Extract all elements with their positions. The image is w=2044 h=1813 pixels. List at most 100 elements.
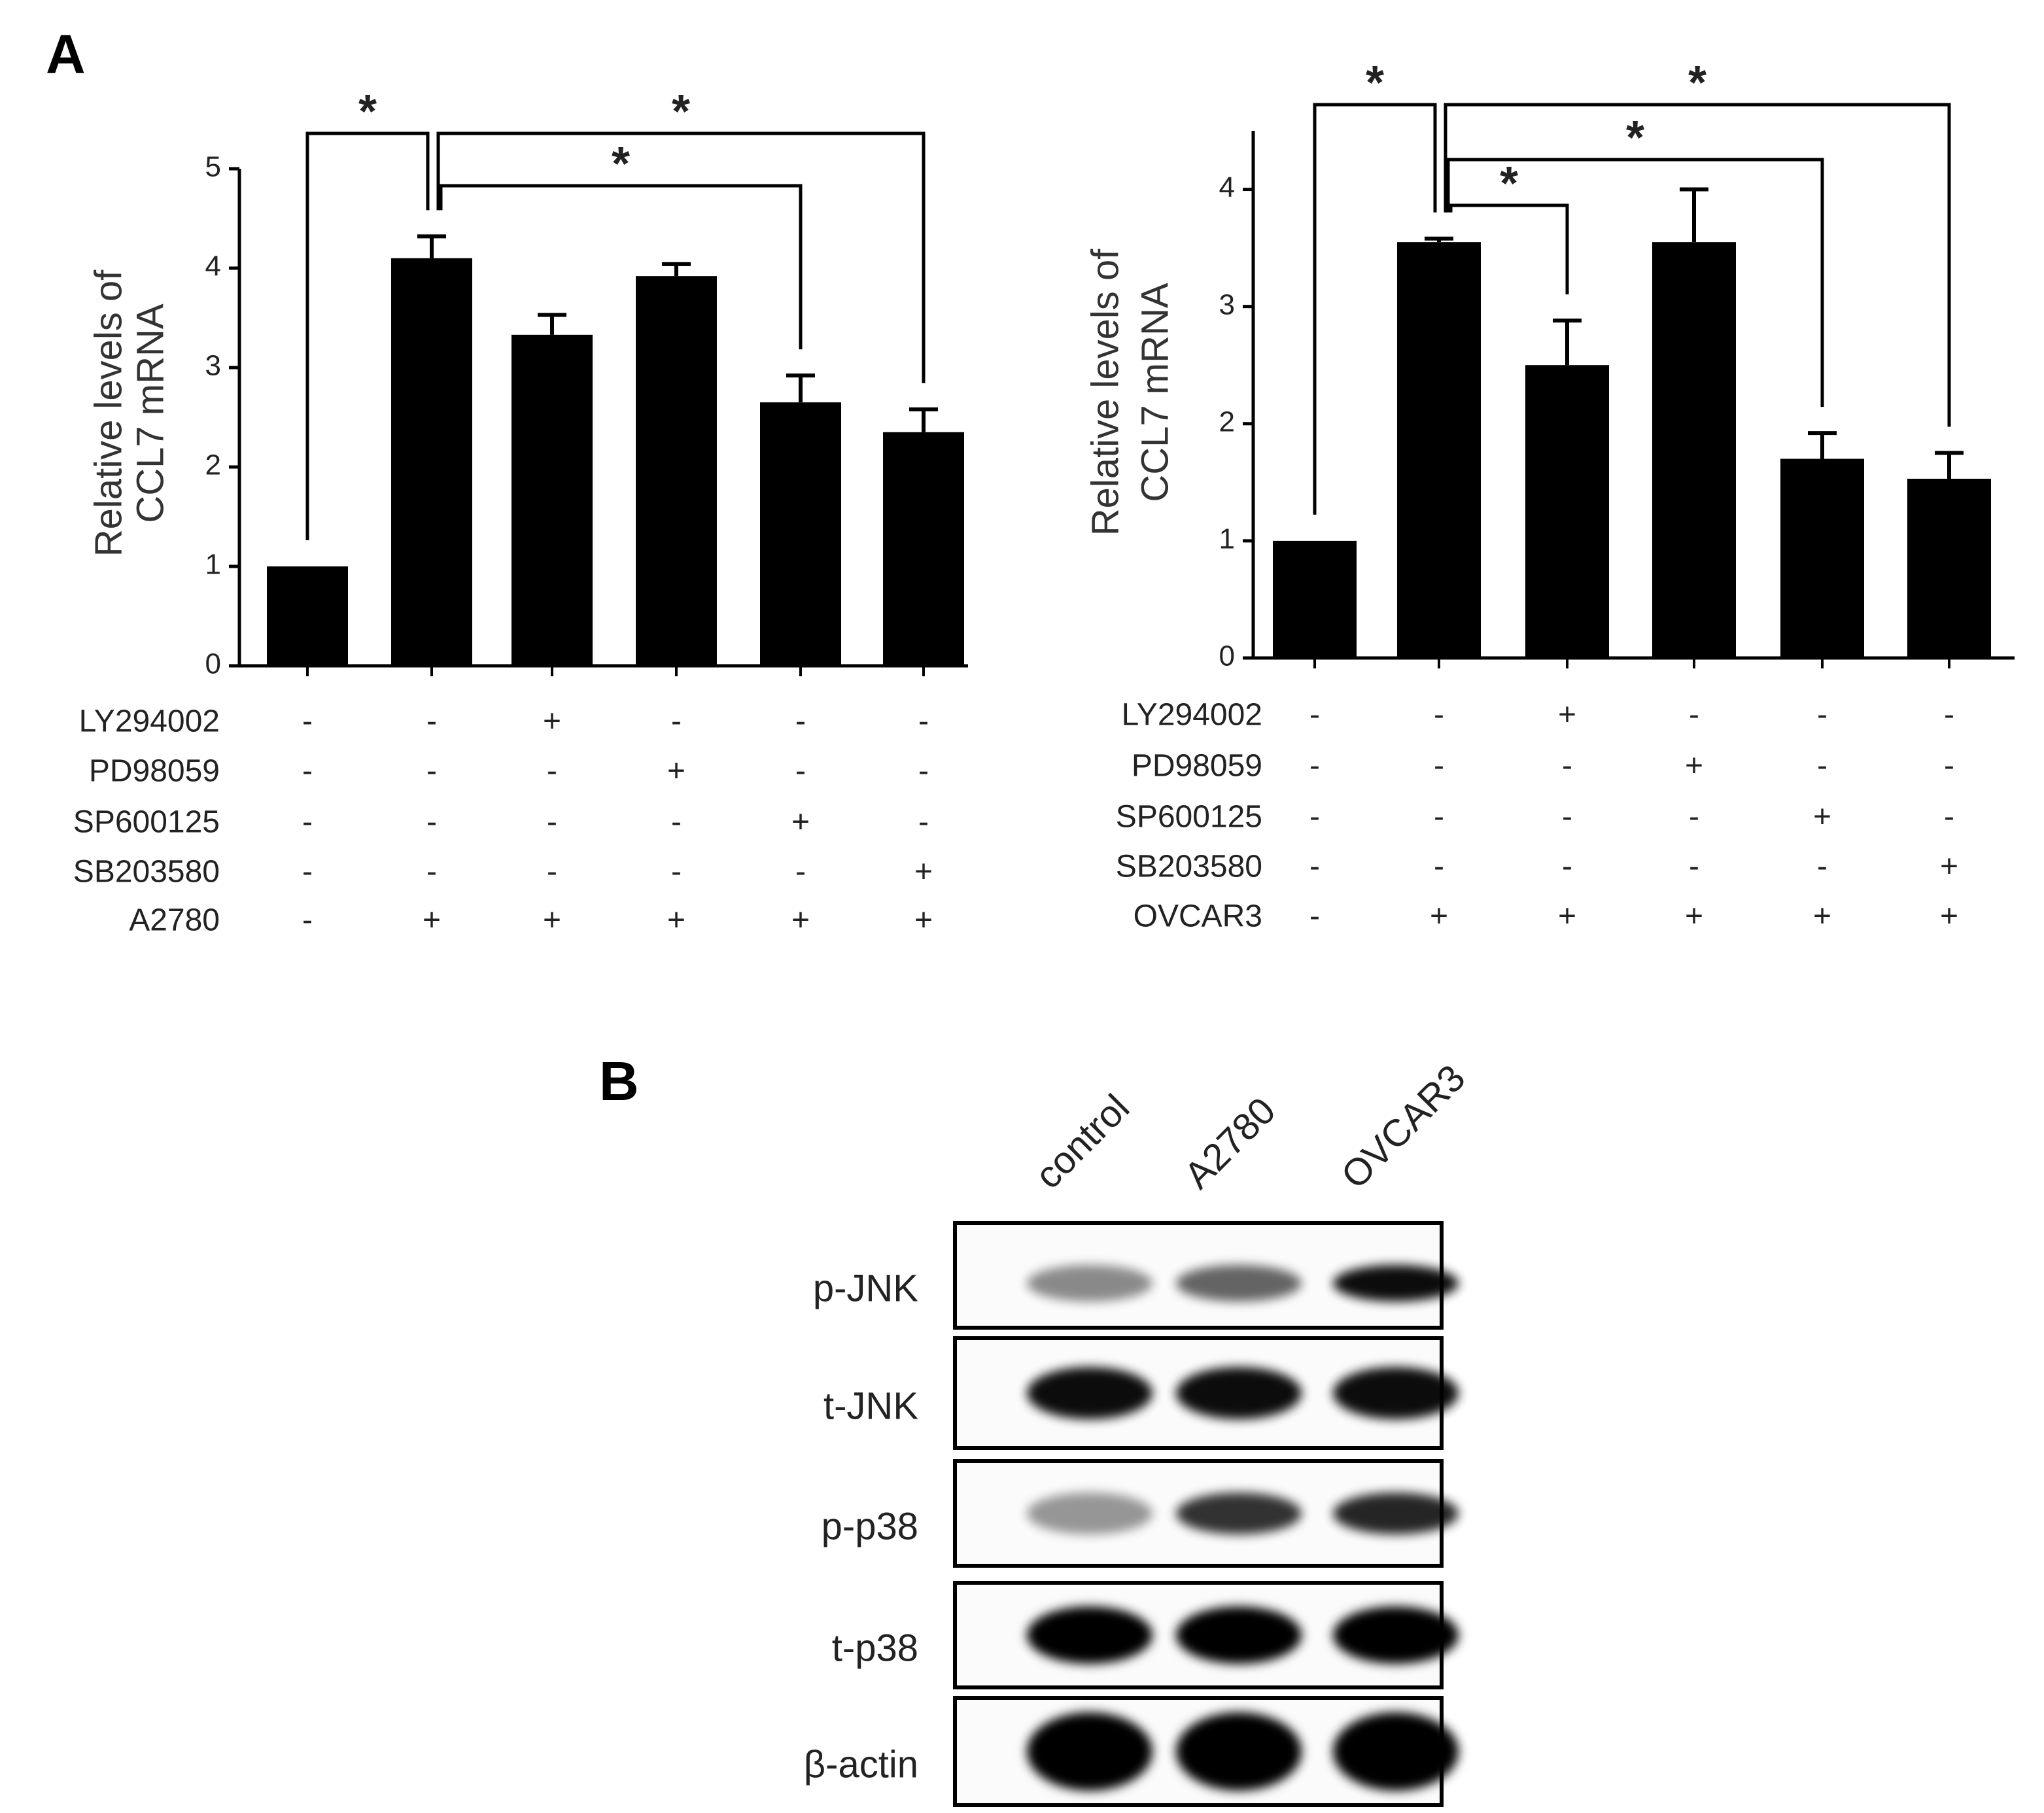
bar bbox=[1907, 478, 1991, 658]
significance-bracket bbox=[1313, 103, 1437, 515]
treatment-mark: + bbox=[1940, 850, 1958, 884]
y-axis-label: Relative levels of bbox=[1084, 249, 1126, 536]
treatment-mark: - bbox=[1434, 749, 1444, 784]
bar bbox=[1652, 242, 1736, 659]
treatment-mark: + bbox=[1685, 899, 1703, 934]
treatment-mark: + bbox=[667, 754, 685, 789]
significance-bracket bbox=[1444, 103, 1951, 427]
treatment-mark: + bbox=[1940, 899, 1958, 934]
blot-band bbox=[1176, 1493, 1302, 1534]
y-axis-label: CCL7 mRNA bbox=[1134, 283, 1176, 502]
treatment-mark: - bbox=[302, 855, 313, 889]
y-tick-label: 0 bbox=[205, 648, 221, 680]
bar bbox=[1525, 365, 1609, 658]
y-tick-label: 1 bbox=[1219, 523, 1235, 555]
treatment-mark: - bbox=[1817, 850, 1827, 884]
treatment-mark: - bbox=[1309, 899, 1320, 934]
y-tick-label: 3 bbox=[1219, 288, 1235, 320]
treatment-mark: + bbox=[1685, 749, 1703, 784]
treatment-mark: + bbox=[423, 903, 441, 938]
treatment-mark: - bbox=[426, 855, 437, 889]
treatment-label: PD98059 bbox=[1132, 749, 1262, 784]
blot-band bbox=[1027, 1493, 1152, 1534]
treatment-mark: - bbox=[795, 754, 806, 789]
blot-band bbox=[1333, 1712, 1459, 1791]
treatment-mark: - bbox=[1944, 698, 1954, 733]
bar bbox=[391, 258, 472, 666]
panel-label: A bbox=[46, 24, 86, 85]
treatment-label: SP600125 bbox=[1116, 800, 1262, 835]
treatment-label: SP600125 bbox=[73, 805, 220, 840]
treatment-mark: - bbox=[302, 903, 313, 938]
blot-band bbox=[1333, 1493, 1459, 1534]
significance-bracket bbox=[439, 184, 803, 350]
treatment-mark: + bbox=[1813, 800, 1831, 835]
lane-label: control bbox=[1027, 1086, 1137, 1197]
blot-band bbox=[1333, 1367, 1459, 1419]
treatment-mark: - bbox=[547, 805, 557, 840]
y-tick-label: 4 bbox=[1219, 171, 1235, 203]
treatment-mark: + bbox=[543, 704, 561, 739]
treatment-label: SB203580 bbox=[1116, 850, 1262, 884]
blot-band bbox=[1027, 1367, 1152, 1419]
bar bbox=[1273, 540, 1357, 658]
treatment-mark: - bbox=[1309, 698, 1320, 733]
treatment-mark: + bbox=[1813, 899, 1831, 934]
significance-label: * bbox=[1688, 57, 1706, 109]
treatment-mark: + bbox=[543, 903, 561, 938]
treatment-mark: - bbox=[1817, 698, 1827, 733]
treatment-mark: - bbox=[1434, 850, 1444, 884]
bar bbox=[1780, 458, 1864, 658]
treatment-mark: - bbox=[671, 855, 682, 889]
treatment-mark: - bbox=[1434, 800, 1444, 835]
treatment-mark: - bbox=[918, 704, 929, 739]
treatment-label: A2780 bbox=[129, 903, 220, 938]
treatment-mark: - bbox=[1309, 850, 1320, 884]
significance-bracket bbox=[1449, 203, 1569, 295]
bar bbox=[1397, 242, 1481, 659]
treatment-mark: - bbox=[795, 855, 806, 889]
treatment-label: PD98059 bbox=[89, 754, 220, 789]
y-tick-label: 4 bbox=[205, 250, 221, 283]
treatment-mark: - bbox=[1434, 698, 1444, 733]
y-tick-label: 0 bbox=[1219, 640, 1235, 672]
blot-band bbox=[1176, 1265, 1302, 1302]
treatment-label: OVCAR3 bbox=[1134, 899, 1262, 934]
treatment-label: LY294002 bbox=[79, 704, 220, 739]
treatment-mark: - bbox=[795, 704, 806, 739]
protein-label: t-JNK bbox=[823, 1385, 918, 1427]
treatment-label: LY294002 bbox=[1122, 698, 1262, 733]
treatment-mark: + bbox=[1558, 899, 1576, 934]
treatment-mark: + bbox=[667, 903, 685, 938]
treatment-label: SB203580 bbox=[73, 855, 220, 889]
significance-label: * bbox=[612, 138, 630, 190]
blot-band bbox=[1027, 1712, 1152, 1791]
treatment-mark: - bbox=[1944, 749, 1954, 784]
lane-label: A2780 bbox=[1176, 1089, 1284, 1197]
treatment-mark: - bbox=[1562, 800, 1572, 835]
treatment-mark: - bbox=[1689, 800, 1699, 835]
bar bbox=[760, 402, 841, 666]
protein-label: t-p38 bbox=[832, 1627, 918, 1669]
treatment-mark: - bbox=[1562, 850, 1572, 884]
treatment-mark: - bbox=[547, 754, 557, 789]
protein-label: p-JNK bbox=[813, 1267, 918, 1309]
treatment-mark: - bbox=[1309, 800, 1320, 835]
blot-band bbox=[1027, 1606, 1152, 1664]
blot-band bbox=[1027, 1265, 1152, 1302]
treatment-mark: - bbox=[1944, 800, 1954, 835]
treatment-mark: - bbox=[1689, 698, 1699, 733]
treatment-mark: - bbox=[671, 805, 682, 840]
y-tick-label: 3 bbox=[205, 350, 221, 382]
significance-bracket bbox=[305, 131, 430, 540]
bar bbox=[636, 276, 717, 666]
blot-band bbox=[1176, 1367, 1302, 1419]
blot-band bbox=[1333, 1265, 1459, 1302]
treatment-mark: - bbox=[918, 754, 929, 789]
treatment-mark: - bbox=[426, 754, 437, 789]
y-axis-label: Relative levels of bbox=[87, 269, 130, 557]
bar bbox=[883, 432, 964, 666]
significance-label: * bbox=[672, 86, 690, 138]
treatment-mark: - bbox=[1309, 749, 1320, 784]
